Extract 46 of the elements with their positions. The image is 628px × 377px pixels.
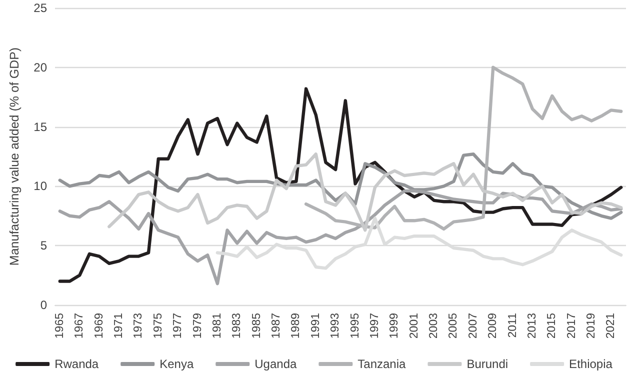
y-tick-label: 25: [34, 1, 48, 15]
x-tick-label: 2021: [605, 313, 618, 339]
x-tick-label: 1979: [192, 313, 204, 339]
legend-label: Burundi: [466, 357, 508, 371]
line-series: [304, 66, 623, 231]
y-tick-label: 5: [40, 238, 48, 253]
x-tick-label: 2011: [506, 313, 519, 338]
x-tick-label: 1971: [112, 313, 125, 339]
x-tick-label: 1997: [368, 313, 381, 339]
legend-label: Kenya: [160, 357, 194, 371]
x-tick-label: 1993: [330, 313, 342, 339]
line-series: [58, 189, 623, 286]
x-tick-label: 2009: [487, 313, 500, 339]
x-tick-label: 2005: [448, 313, 460, 339]
legend-label: Ethiopia: [569, 357, 613, 371]
x-tick-label: 2017: [566, 313, 578, 339]
x-tick-label: 1965: [54, 313, 66, 339]
x-tick-label: 1989: [290, 313, 302, 339]
legend-label: Tanzania: [358, 357, 406, 371]
y-tick-label: 15: [34, 120, 48, 134]
x-tick-label: 1999: [388, 313, 401, 339]
x-tick-label: 1983: [231, 313, 244, 339]
x-tick-label: 1969: [93, 313, 106, 339]
x-tick-label: 1967: [74, 313, 86, 339]
x-tick-label: 1985: [250, 313, 263, 339]
x-tick-label: 2019: [586, 313, 598, 339]
x-tick-label: 2003: [428, 313, 440, 339]
y-axis-title: Manufacturing value added (% of GDP): [8, 47, 22, 266]
legend-label: Uganda: [254, 357, 297, 371]
x-tick-label: 1973: [132, 313, 145, 339]
x-tick-label: 2001: [408, 313, 420, 339]
y-tick-label: 20: [34, 60, 48, 74]
x-tick-label: 1995: [349, 313, 362, 339]
x-tick-label: 1975: [152, 313, 164, 339]
y-tick-label: 10: [34, 179, 48, 194]
x-tick-label: 1987: [270, 313, 283, 339]
line-series: [58, 87, 623, 283]
x-tick-label: 1981: [211, 313, 224, 339]
x-tick-label: 1977: [172, 313, 184, 339]
legend-label: Rwanda: [54, 357, 99, 371]
x-tick-label: 2013: [526, 313, 538, 339]
x-tick-label: 2015: [546, 313, 558, 339]
line-series: [108, 152, 623, 232]
y-tick-label: 0: [40, 298, 48, 312]
x-tick-label: 1991: [310, 313, 322, 339]
x-tick-label: 2007: [467, 313, 480, 339]
